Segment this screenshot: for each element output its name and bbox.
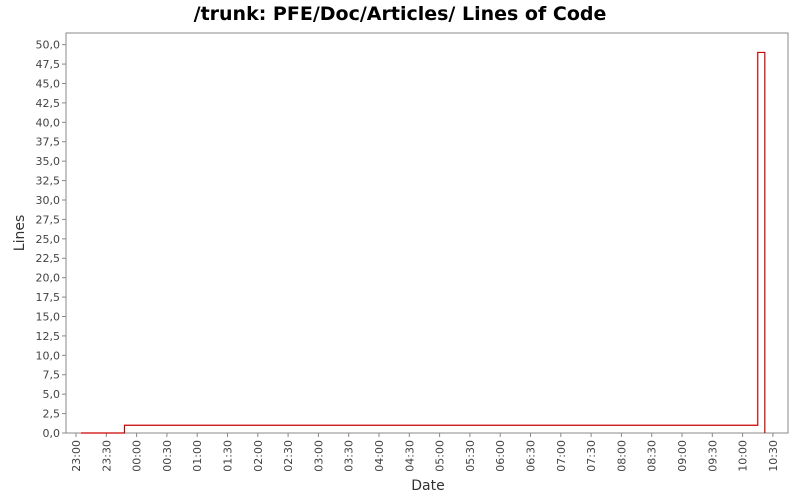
y-tick-label: 12,5 xyxy=(36,330,61,343)
y-tick-label: 15,0 xyxy=(36,310,61,323)
x-tick-label: 00:00 xyxy=(131,440,144,472)
y-tick-label: 47,5 xyxy=(36,58,61,71)
x-tick-label: 00:30 xyxy=(161,440,174,472)
x-tick-label: 01:00 xyxy=(191,440,204,472)
y-tick-label: 45,0 xyxy=(36,77,61,90)
x-axis-label: Date xyxy=(411,478,444,494)
x-tick-label: 07:30 xyxy=(585,440,598,472)
x-tick-label: 04:00 xyxy=(373,440,386,472)
y-tick-label: 10,0 xyxy=(36,349,61,362)
plot-area xyxy=(65,32,789,434)
y-tick-label: 42,5 xyxy=(36,97,61,110)
x-tick-label: 08:30 xyxy=(646,440,659,472)
y-tick-label: 27,5 xyxy=(36,213,61,226)
y-tick-label: 40,0 xyxy=(36,116,61,129)
plot-frame xyxy=(65,32,789,434)
chart-title: /trunk: PFE/Doc/Articles/ Lines of Code xyxy=(194,3,607,25)
series-line xyxy=(81,51,766,434)
x-tick-label: 06:30 xyxy=(525,440,538,472)
x-tick-label: 08:00 xyxy=(615,440,628,472)
x-tick-label: 03:30 xyxy=(343,440,356,472)
y-tick-label: 17,5 xyxy=(36,291,61,304)
x-axis: 23:00 23:30 00:00 00:30 01:00 01:30 02:00 02:30… xyxy=(70,433,780,472)
x-tick-label: 03:00 xyxy=(312,440,325,472)
y-tick-label: 25,0 xyxy=(36,233,61,246)
x-tick-label: 23:30 xyxy=(100,440,113,472)
x-tick-label: 06:00 xyxy=(494,440,507,472)
x-tick-label: 04:30 xyxy=(403,440,416,472)
y-tick-label: 37,5 xyxy=(36,136,61,149)
y-tick-label: 7,5 xyxy=(43,369,61,382)
x-tick-label: 09:30 xyxy=(706,440,719,472)
x-tick-label: 23:00 xyxy=(70,440,83,472)
y-tick-label: 50,0 xyxy=(36,39,61,52)
series-layer xyxy=(81,51,766,434)
x-tick-label: 05:00 xyxy=(434,440,447,472)
x-tick-label: 05:30 xyxy=(464,440,477,472)
x-tick-label: 09:00 xyxy=(676,440,689,472)
y-tick-label: 20,0 xyxy=(36,272,61,285)
x-tick-label: 10:30 xyxy=(767,440,780,472)
x-tick-label: 10:00 xyxy=(737,440,750,472)
y-axis: 0,0 2,5 5,0 7,5 10,0 12,5 15,0 17,5 20,0 22,5 25,0… xyxy=(36,39,66,440)
x-tick-label: 02:00 xyxy=(252,440,265,472)
y-tick-label: 0,0 xyxy=(43,427,61,440)
x-tick-label: 01:30 xyxy=(222,440,235,472)
y-tick-label: 2,5 xyxy=(43,408,61,421)
y-axis-label: Lines xyxy=(12,215,28,251)
y-tick-label: 22,5 xyxy=(36,252,61,265)
y-tick-label: 30,0 xyxy=(36,194,61,207)
y-tick-label: 35,0 xyxy=(36,155,61,168)
x-tick-label: 07:00 xyxy=(555,440,568,472)
y-tick-label: 32,5 xyxy=(36,175,61,188)
y-tick-label: 5,0 xyxy=(43,388,61,401)
x-tick-label: 02:30 xyxy=(282,440,295,472)
